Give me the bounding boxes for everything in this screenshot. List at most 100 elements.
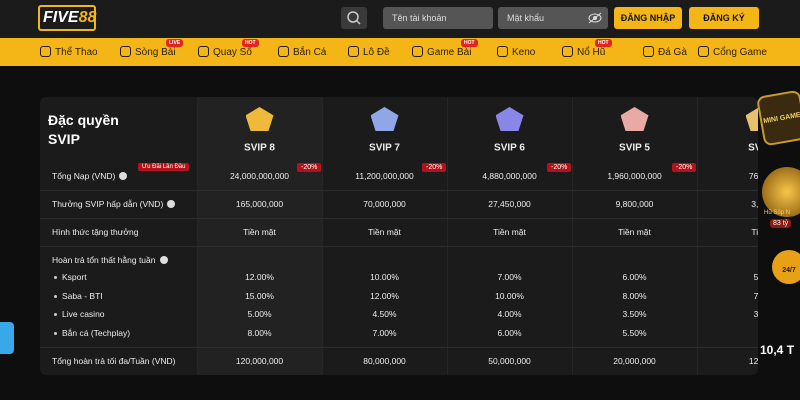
info-icon[interactable] [167, 200, 175, 208]
row-value: 20,000,000 [613, 356, 656, 366]
row-value: 12,00 [748, 356, 758, 366]
level-medal [495, 107, 524, 131]
eye-icon[interactable] [587, 11, 603, 25]
row-value: 3.0 [753, 309, 758, 319]
info-icon[interactable] [119, 172, 127, 180]
nav-item[interactable]: Bắn Cá [278, 46, 326, 58]
logo-accent: 88 [78, 9, 97, 26]
row-label: Bắn cá (Techplay) [62, 328, 131, 338]
column-divider [322, 97, 323, 375]
password-input[interactable]: Mật khẩu [498, 7, 608, 29]
nav-icon [348, 46, 359, 57]
nav-label: Keno [512, 47, 536, 58]
nav-badge: HOT [461, 39, 478, 47]
nav-bar: Thể Thao Sòng Bài LIVE Quay Số HOT Bắn Cá Lô Đ… [0, 38, 800, 66]
row-value: 9,800,000 [615, 199, 654, 209]
level-name: SVIP [748, 142, 758, 154]
nav-item[interactable]: Thể Thao [40, 46, 98, 58]
nav-label: Cổng Game [713, 47, 767, 58]
row-value: 15.00% [245, 291, 274, 301]
nav-icon [278, 46, 289, 57]
nav-item[interactable]: Đá Gà [643, 46, 687, 58]
row-value: 80,000,000 [363, 356, 406, 366]
row-value: 4.00% [497, 309, 522, 319]
register-button[interactable]: ĐĂNG KÝ [689, 7, 759, 29]
nav-label: Đá Gà [658, 47, 687, 58]
column-divider [447, 97, 448, 375]
search-icon [347, 11, 361, 25]
row-value: 6.00% [497, 328, 522, 338]
mini-game[interactable]: MINI GAME [755, 89, 800, 147]
logo-text: FIVE [43, 9, 79, 26]
row-label: Ksport [62, 272, 87, 282]
row-value: 5.50% [622, 328, 647, 338]
row-label: Saba - BTI [62, 291, 103, 301]
discount-badge: -20% [672, 163, 697, 172]
level-name: SVIP 7 [369, 142, 400, 154]
nav-item[interactable]: Quay Số HOT [198, 39, 259, 58]
nav-icon [412, 46, 423, 57]
row-value: Tiền mặt [618, 227, 651, 237]
level-name: SVIP 8 [244, 142, 275, 154]
row-value: 12.00% [370, 291, 399, 301]
discount-badge: -20% [422, 163, 447, 172]
bullet [54, 332, 57, 335]
row-value: 27,450,000 [488, 199, 531, 209]
level-name: SVIP 5 [619, 142, 650, 154]
chat-tab[interactable] [0, 322, 14, 354]
nav-item[interactable]: Sòng Bài LIVE [120, 39, 184, 58]
column-divider [697, 97, 698, 375]
row-value: 10.00% [495, 291, 524, 301]
username-input[interactable]: Tên tài khoản [383, 7, 493, 29]
row-value: 4.50% [372, 309, 397, 319]
nav-item[interactable]: Lô Đề [348, 46, 390, 58]
row-value: Tiền [751, 227, 758, 237]
nav-item[interactable]: Game Bài HOT [412, 39, 478, 58]
row-value: 8.00% [622, 291, 647, 301]
row-value: 120,000,000 [235, 356, 284, 366]
row-value: 5.00% [247, 309, 272, 319]
nav-label: Quay Số [213, 47, 252, 58]
level-name: SVIP 6 [494, 142, 525, 154]
nav-item[interactable]: Cổng Game [698, 46, 767, 58]
row-value: 70,000,000 [363, 199, 406, 209]
jackpot-icon[interactable] [762, 167, 800, 217]
row-label: Thưởng SVIP hấp dẫn (VND) [52, 199, 164, 209]
nav-icon [40, 46, 51, 57]
row-value: 24,000,000,000 [229, 171, 290, 181]
support-button[interactable]: 24/7 [772, 250, 800, 284]
column-divider [572, 97, 573, 375]
level-medal [620, 107, 649, 131]
side-widgets: MINI GAME Hũ Sốp N 83 tỷ 24/7 10,4 T [752, 85, 800, 400]
row-value: 12.00% [245, 272, 274, 282]
row-label: Hoàn trả tổn thất hằng tuần [52, 255, 156, 265]
bullet [54, 276, 57, 279]
table-title: Đặc quyền SVIP [48, 111, 119, 149]
nav-item[interactable]: Nổ Hũ HOT [562, 39, 612, 58]
row-label: Tổng hoàn trả tối đa/Tuần (VND) [52, 356, 176, 366]
title-line: Đặc quyền [48, 112, 119, 128]
row-value: 3,80 [751, 199, 758, 209]
row-separator [40, 347, 758, 348]
nav-icon [562, 46, 573, 57]
nav-badge: HOT [595, 39, 612, 47]
row-value: Tiền mặt [368, 227, 401, 237]
info-icon[interactable] [160, 256, 168, 264]
nav-icon [698, 46, 709, 57]
login-button[interactable]: ĐĂNG NHẬP [614, 7, 682, 29]
jackpot-value: 83 tỷ [770, 219, 792, 228]
row-value: 6.00% [622, 272, 647, 282]
nav-item[interactable]: Keno [497, 46, 535, 58]
first-deposit-badge: Ưu Đãi Lần Đầu [138, 163, 190, 171]
row-value: 1,960,000,000 [607, 171, 662, 181]
jackpot-label: Hũ Sốp N [764, 210, 791, 216]
row-value: 760,0 [748, 171, 758, 181]
row-value: 8.00% [247, 328, 272, 338]
logo[interactable]: FIVE88 [38, 5, 96, 31]
promo-value: 10,4 T [760, 343, 795, 357]
row-value: 7.00% [372, 328, 397, 338]
row-value: 50,000,000 [488, 356, 531, 366]
search-button[interactable] [341, 7, 367, 29]
nav-badge: LIVE [166, 39, 184, 47]
